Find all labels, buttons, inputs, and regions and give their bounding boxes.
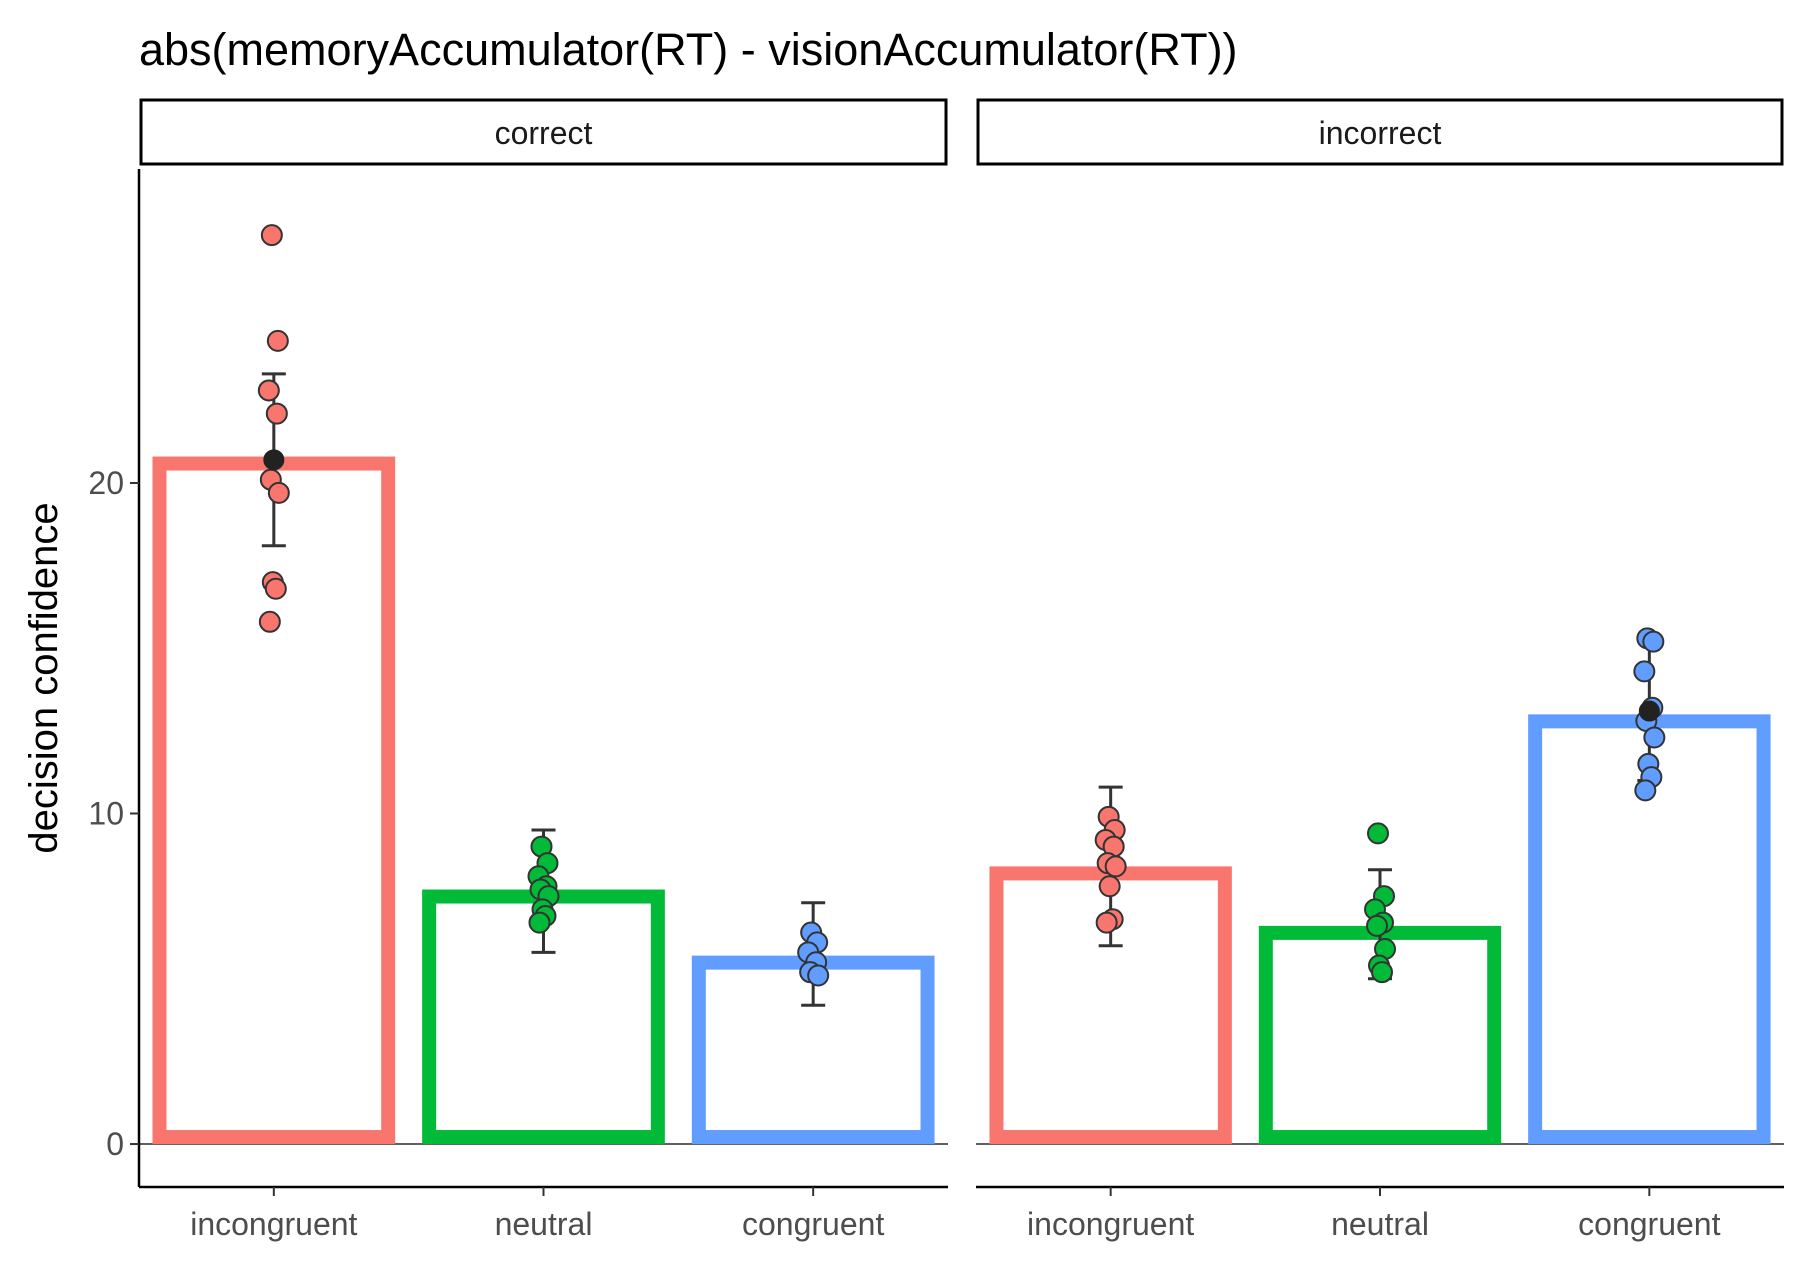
data-point-incongruent: [1104, 855, 1127, 878]
data-point-neutral: [1366, 914, 1388, 937]
y-tick-label: 10: [88, 796, 124, 832]
y-axis-title: decision confidence: [22, 502, 66, 853]
bar-incongruent: [152, 456, 396, 1145]
x-tick-label: neutral: [495, 1206, 593, 1242]
data-point-neutral: [1371, 961, 1393, 984]
data-point-incongruent: [260, 224, 283, 247]
x-tick-label: congruent: [742, 1206, 884, 1242]
facet-panel-correct: correct incongruent neutral congruent: [139, 98, 948, 1242]
chart-title: abs(memoryAccumulator(RT) - visionAccumu…: [139, 24, 1238, 75]
data-point-incongruent: [258, 610, 281, 633]
x-tick-label: incongruent: [1027, 1206, 1194, 1242]
facet-strip: [139, 98, 948, 166]
data-point-incongruent: [266, 329, 289, 352]
data-point-congruent: [1642, 630, 1665, 653]
data-point-congruent: [1634, 779, 1657, 802]
data-point-neutral: [528, 911, 551, 934]
mean-marker-incongruent: [263, 449, 285, 471]
data-point-incongruent: [265, 402, 288, 425]
facet-strip-label: incorrect: [1319, 115, 1442, 151]
data-point-incongruent: [267, 481, 290, 504]
data-point-incongruent: [1098, 875, 1121, 898]
facet-strip-label: correct: [495, 115, 593, 151]
data-point-incongruent: [1095, 911, 1118, 934]
y-tick-label: 0: [106, 1126, 124, 1162]
data-point-congruent: [1633, 660, 1656, 683]
data-point-incongruent: [257, 379, 280, 402]
data-point-congruent: [1643, 726, 1666, 749]
facet-panel-incorrect: incorrect incongruent neutral congruent: [976, 98, 1784, 1242]
x-tick-label: incongruent: [190, 1206, 357, 1242]
data-point-neutral: [1367, 822, 1389, 845]
x-tick-label: congruent: [1578, 1206, 1720, 1242]
facet-strip: [976, 98, 1784, 166]
x-tick-label: neutral: [1331, 1206, 1429, 1242]
data-point-incongruent: [264, 577, 287, 600]
mean-marker-congruent: [1638, 700, 1660, 722]
data-point-congruent: [807, 964, 830, 987]
y-tick-label: 20: [88, 465, 124, 501]
